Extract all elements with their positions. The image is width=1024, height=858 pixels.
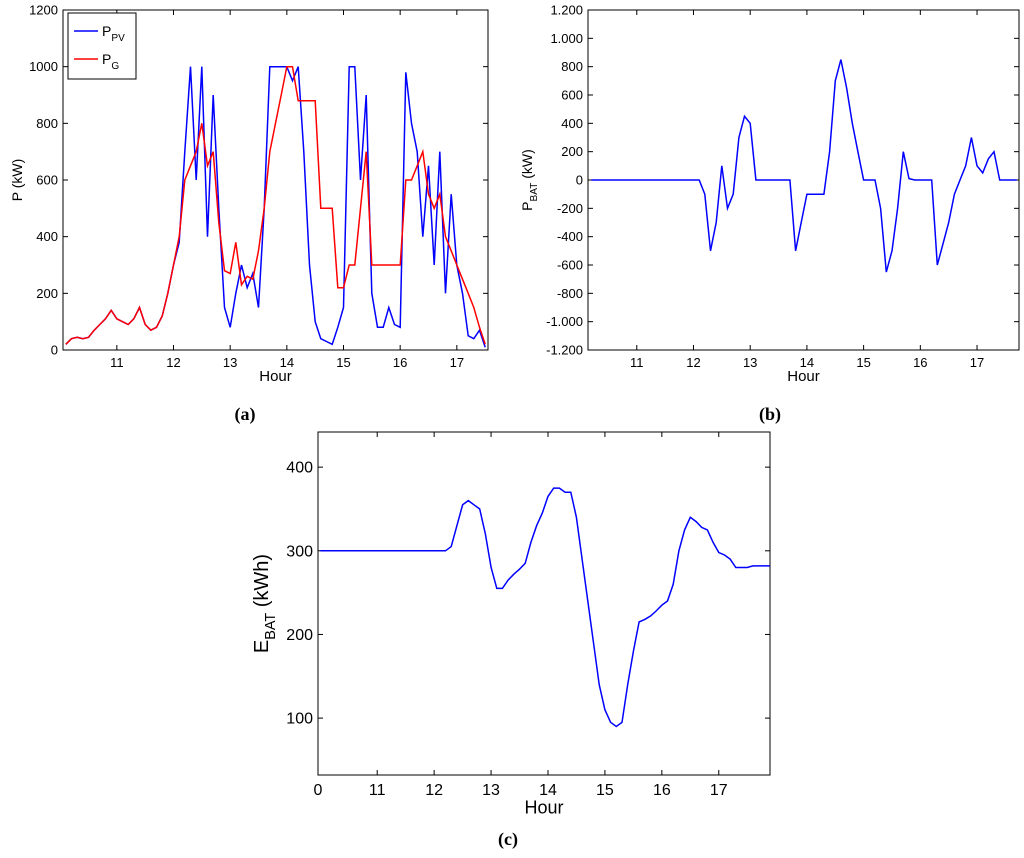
y-tick-label: -400 bbox=[557, 229, 583, 244]
x-tick-label: 12 bbox=[686, 355, 700, 370]
label-part: (kWh) bbox=[251, 554, 273, 613]
y-axis-label: PBAT (kW) bbox=[519, 149, 540, 211]
data-line bbox=[65, 65, 486, 345]
y-tick-label: 800 bbox=[561, 59, 583, 74]
y-tick-label: -1.000 bbox=[546, 314, 583, 329]
x-tick-label: 15 bbox=[596, 782, 614, 799]
x-tick-label: 15 bbox=[336, 355, 350, 370]
y-tick-label: 1.200 bbox=[550, 3, 583, 18]
y-tick-label: 100 bbox=[286, 711, 313, 728]
y-tick-label: 400 bbox=[36, 229, 58, 244]
x-tick-label: 11 bbox=[110, 355, 124, 370]
y-tick-label: 200 bbox=[36, 286, 58, 301]
y-tick-label: 0 bbox=[576, 173, 583, 188]
y-tick-label: 0 bbox=[51, 343, 58, 358]
x-tick-label: 13 bbox=[223, 355, 237, 370]
x-tick-label: 17 bbox=[970, 355, 984, 370]
plot-frame bbox=[317, 431, 771, 776]
caption: (a) bbox=[235, 404, 256, 425]
y-tick-label: 200 bbox=[286, 627, 313, 644]
x-tick-label: 16 bbox=[653, 782, 671, 799]
x-tick-label: 13 bbox=[743, 355, 757, 370]
chart: 0 11 12 13 14 15 16 17 100 200 300 400 Hour EBAT (kWh… bbox=[251, 431, 771, 850]
x-tick-label: 14 bbox=[800, 355, 814, 370]
y-tick-label: -800 bbox=[557, 286, 583, 301]
x-axis-label: Hour bbox=[524, 797, 563, 817]
legend-label: PPV bbox=[102, 23, 125, 44]
y-axis-label: P (kW) bbox=[9, 159, 25, 202]
label-part: E bbox=[251, 640, 273, 653]
x-tick-label: 14 bbox=[280, 355, 294, 370]
x-tick-label: 13 bbox=[482, 782, 500, 799]
x-tick-label: 11 bbox=[630, 355, 644, 370]
y-tick-label: 800 bbox=[36, 116, 58, 131]
x-axis-label: Hour bbox=[787, 368, 820, 385]
y-tick-label: -600 bbox=[557, 258, 583, 273]
data-line bbox=[591, 59, 1017, 273]
y-tick-label: 600 bbox=[36, 173, 58, 188]
x-tick-label: 11 bbox=[369, 782, 386, 799]
y-tick-label: 1200 bbox=[29, 3, 58, 18]
x-tick-label: 14 bbox=[539, 782, 557, 799]
x-tick-label: 16 bbox=[393, 355, 407, 370]
label-part: P bbox=[102, 23, 111, 39]
data-line bbox=[320, 487, 770, 728]
x-tick-label: 15 bbox=[856, 355, 870, 370]
y-tick-label: 400 bbox=[286, 460, 313, 477]
x-tick-label: 17 bbox=[710, 782, 728, 799]
x-tick-label: 12 bbox=[425, 782, 443, 799]
y-tick-label: -200 bbox=[557, 201, 583, 216]
x-tick-label: 12 bbox=[166, 355, 180, 370]
y-tick-label: 600 bbox=[561, 88, 583, 103]
x-tick-label: 0 bbox=[314, 782, 323, 799]
legend-label: PG bbox=[102, 51, 119, 72]
y-tick-label: 300 bbox=[286, 543, 313, 560]
label-part: G bbox=[111, 61, 119, 72]
label-part: (kW) bbox=[519, 149, 535, 182]
label-part: PV bbox=[111, 33, 125, 44]
label-part: P bbox=[519, 201, 535, 210]
chart: 11 12 13 14 15 16 17 -1.200 -1.000 -800 -600 -400 -2… bbox=[519, 3, 1020, 425]
y-axis-label: EBAT (kWh) bbox=[251, 554, 279, 653]
x-tick-label: 17 bbox=[450, 355, 464, 370]
chart: 11 12 13 14 15 16 17 0 200 400 600 800 1000 1200 Hour P… bbox=[9, 3, 489, 425]
legend-box bbox=[67, 12, 137, 80]
y-tick-label: 200 bbox=[561, 144, 583, 159]
label-part: P bbox=[102, 51, 111, 67]
label-part: BAT bbox=[263, 613, 279, 640]
y-tick-label: 1000 bbox=[29, 59, 58, 74]
label-part: BAT bbox=[529, 183, 540, 202]
y-tick-label: 400 bbox=[561, 116, 583, 131]
caption: (b) bbox=[759, 404, 781, 425]
label-part: P (kW) bbox=[9, 159, 25, 202]
x-axis-label: Hour bbox=[259, 368, 292, 385]
y-tick-label: -1.200 bbox=[546, 343, 583, 358]
y-tick-label: 1.000 bbox=[550, 31, 583, 46]
x-tick-label: 16 bbox=[913, 355, 927, 370]
caption: (c) bbox=[498, 829, 518, 850]
